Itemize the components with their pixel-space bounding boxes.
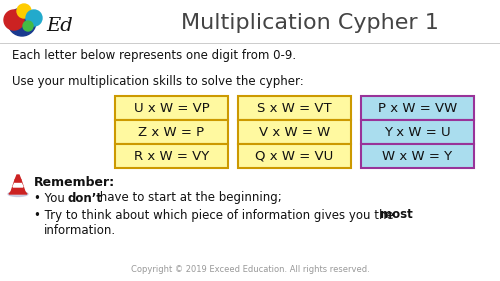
Text: information.: information. [44,223,116,237]
Circle shape [23,21,33,31]
Text: don’t: don’t [67,191,102,205]
Text: have to start at the beginning;: have to start at the beginning; [96,191,282,205]
Text: U x W = VP: U x W = VP [134,101,210,114]
FancyBboxPatch shape [361,120,474,144]
Text: Multiplication Cypher 1: Multiplication Cypher 1 [181,13,439,33]
FancyBboxPatch shape [238,120,351,144]
Text: most: most [380,209,413,221]
Polygon shape [9,192,27,194]
Circle shape [17,4,31,18]
Text: • Try to think about which piece of information gives you the: • Try to think about which piece of info… [34,209,398,221]
Text: Ed: Ed [46,17,73,35]
Circle shape [8,8,36,36]
FancyBboxPatch shape [115,144,228,168]
Polygon shape [11,180,25,192]
Text: R x W = VY: R x W = VY [134,149,209,162]
Text: • You: • You [34,191,68,205]
FancyBboxPatch shape [115,96,228,120]
Circle shape [4,10,24,30]
FancyBboxPatch shape [115,120,228,144]
Text: V x W = W: V x W = W [259,126,330,139]
FancyBboxPatch shape [238,144,351,168]
Text: Each letter below represents one digit from 0-9.: Each letter below represents one digit f… [12,49,296,62]
FancyBboxPatch shape [238,96,351,120]
Text: Use your multiplication skills to solve the cypher:: Use your multiplication skills to solve … [12,76,304,89]
Text: Q x W = VU: Q x W = VU [256,149,334,162]
Ellipse shape [8,191,28,196]
Polygon shape [13,183,23,187]
Text: W x W = Y: W x W = Y [382,149,452,162]
Polygon shape [15,175,21,180]
Text: Copyright © 2019 Exceed Education. All rights reserved.: Copyright © 2019 Exceed Education. All r… [130,266,370,275]
Text: Z x W = P: Z x W = P [138,126,204,139]
Text: S x W = VT: S x W = VT [257,101,332,114]
Text: Remember:: Remember: [34,176,115,189]
FancyBboxPatch shape [361,96,474,120]
Text: Y x W = U: Y x W = U [384,126,451,139]
FancyBboxPatch shape [361,144,474,168]
Circle shape [26,10,42,26]
Text: P x W = VW: P x W = VW [378,101,457,114]
